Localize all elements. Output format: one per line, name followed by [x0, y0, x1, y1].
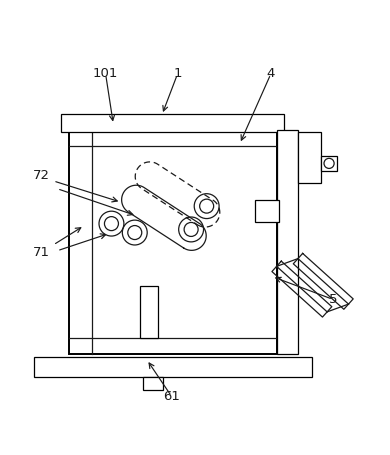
- Bar: [298, 132, 321, 183]
- Bar: [69, 130, 277, 354]
- Text: 72: 72: [33, 168, 50, 182]
- Text: 71: 71: [33, 246, 50, 259]
- Text: 5: 5: [329, 293, 337, 306]
- Text: 61: 61: [163, 390, 180, 403]
- Bar: [61, 114, 284, 132]
- Bar: [255, 200, 278, 222]
- Text: 1: 1: [173, 67, 182, 81]
- Bar: [321, 156, 337, 171]
- Text: 101: 101: [93, 67, 118, 81]
- Bar: [140, 286, 158, 338]
- Bar: [34, 357, 312, 377]
- Text: 4: 4: [267, 67, 275, 81]
- Bar: [142, 377, 163, 390]
- Bar: [277, 130, 298, 354]
